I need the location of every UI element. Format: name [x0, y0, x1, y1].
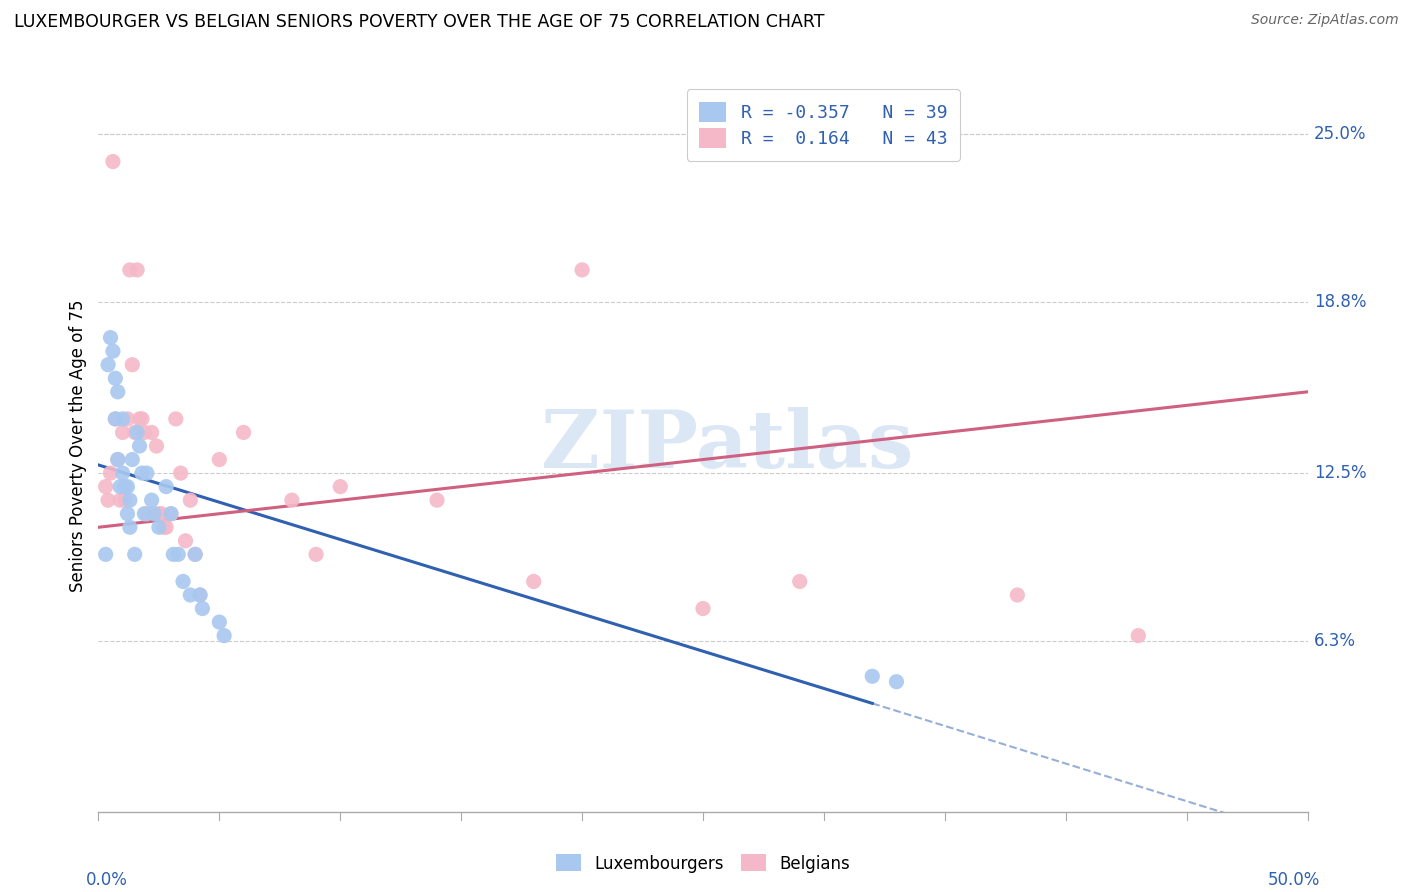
Point: [117, 412, 139, 426]
Point: [118, 263, 141, 277]
Point: [114, 480, 136, 494]
Point: [104, 371, 127, 385]
Point: [121, 452, 143, 467]
Point: [114, 493, 136, 508]
Point: [165, 412, 187, 426]
Point: [155, 520, 177, 534]
Point: [128, 412, 150, 426]
Point: [188, 588, 211, 602]
Point: [523, 574, 546, 589]
Point: [174, 533, 197, 548]
Point: [97, 358, 120, 372]
Text: 50.0%: 50.0%: [1267, 871, 1320, 889]
Point: [160, 507, 183, 521]
Text: 6.3%: 6.3%: [1313, 632, 1355, 650]
Point: [111, 466, 134, 480]
Point: [172, 574, 194, 589]
Point: [141, 425, 163, 440]
Point: [134, 425, 156, 440]
Point: [179, 493, 201, 508]
Text: LUXEMBOURGER VS BELGIAN SENIORS POVERTY OVER THE AGE OF 75 CORRELATION CHART: LUXEMBOURGER VS BELGIAN SENIORS POVERTY …: [14, 13, 824, 31]
Point: [305, 547, 328, 561]
Point: [101, 344, 124, 359]
Point: [97, 493, 120, 508]
Point: [184, 547, 207, 561]
Point: [141, 493, 163, 508]
Point: [127, 263, 149, 277]
Point: [107, 384, 129, 399]
Point: [329, 480, 352, 494]
Point: [135, 466, 157, 480]
Point: [148, 507, 170, 521]
Point: [100, 466, 122, 480]
Point: [128, 439, 150, 453]
Point: [94, 480, 117, 494]
Point: [135, 507, 157, 521]
Point: [131, 412, 153, 426]
Point: [212, 629, 235, 643]
Text: 18.8%: 18.8%: [1313, 293, 1367, 311]
Point: [150, 507, 173, 521]
Point: [155, 480, 177, 494]
Point: [208, 452, 231, 467]
Point: [111, 425, 134, 440]
Point: [127, 425, 149, 440]
Point: [169, 466, 191, 480]
Point: [108, 493, 131, 508]
Point: [162, 547, 184, 561]
Point: [179, 588, 201, 602]
Point: [860, 669, 883, 683]
Point: [108, 480, 131, 494]
Point: [101, 154, 124, 169]
Point: [104, 412, 127, 426]
Point: [107, 452, 129, 467]
Point: [167, 547, 190, 561]
Point: [117, 480, 139, 494]
Point: [184, 547, 207, 561]
Point: [143, 507, 166, 521]
Point: [104, 412, 127, 426]
Point: [145, 439, 167, 453]
Point: [281, 493, 304, 508]
Point: [100, 331, 122, 345]
Point: [571, 263, 593, 277]
Point: [789, 574, 811, 589]
Point: [1007, 588, 1029, 602]
Text: ZIPatlas: ZIPatlas: [541, 407, 914, 485]
Point: [191, 601, 214, 615]
Text: Source: ZipAtlas.com: Source: ZipAtlas.com: [1251, 13, 1399, 28]
Point: [121, 358, 143, 372]
Point: [124, 425, 146, 440]
Point: [131, 466, 153, 480]
Text: 0.0%: 0.0%: [86, 871, 128, 889]
Point: [124, 547, 146, 561]
Point: [148, 520, 170, 534]
Point: [111, 412, 134, 426]
Point: [94, 547, 117, 561]
Point: [118, 493, 141, 508]
Point: [426, 493, 449, 508]
Point: [1128, 629, 1150, 643]
Point: [692, 601, 714, 615]
Legend: Luxembourgers, Belgians: Luxembourgers, Belgians: [550, 847, 856, 880]
Point: [160, 507, 183, 521]
Point: [886, 674, 908, 689]
Point: [117, 507, 139, 521]
Text: 25.0%: 25.0%: [1313, 126, 1367, 144]
Point: [188, 588, 211, 602]
Legend: R = -0.357   N = 39, R =  0.164   N = 43: R = -0.357 N = 39, R = 0.164 N = 43: [686, 89, 960, 161]
Point: [107, 452, 129, 467]
Point: [118, 520, 141, 534]
Point: [232, 425, 254, 440]
Point: [208, 615, 231, 629]
Point: [134, 507, 156, 521]
Y-axis label: Seniors Poverty Over the Age of 75: Seniors Poverty Over the Age of 75: [69, 300, 87, 592]
Point: [152, 520, 174, 534]
Text: 12.5%: 12.5%: [1313, 464, 1367, 482]
